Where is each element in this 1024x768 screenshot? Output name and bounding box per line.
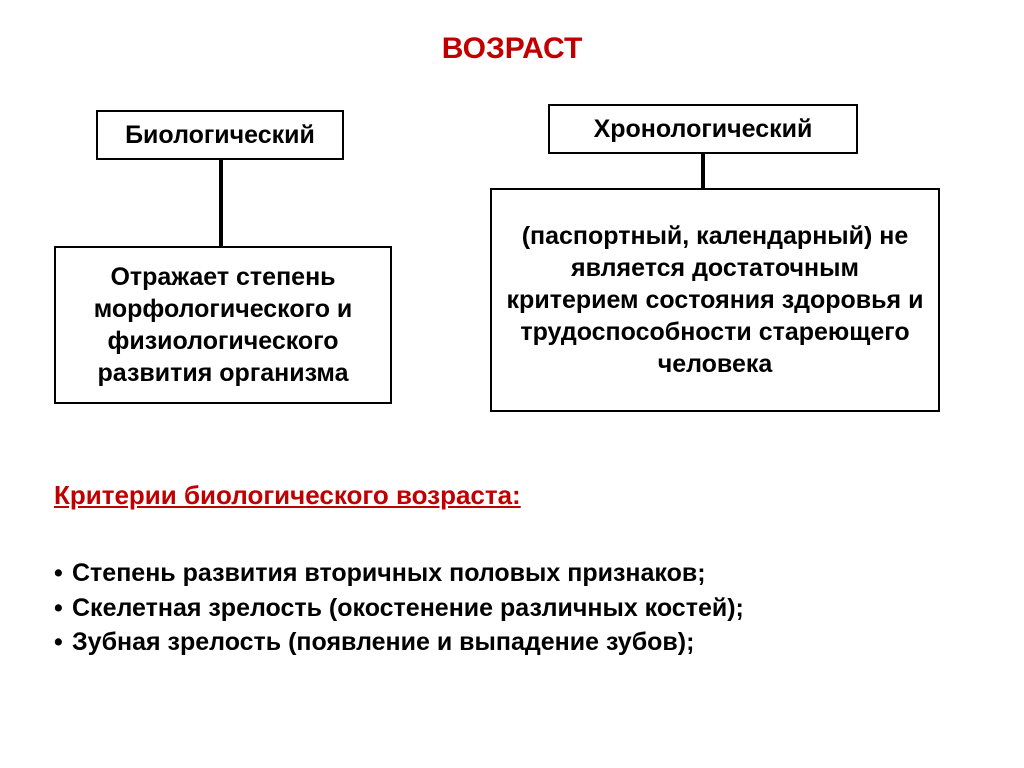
bio-header-box: Биологический: [96, 110, 344, 160]
chrono-desc-box: (паспортный, календарный) не является до…: [490, 188, 940, 412]
chrono-desc-text: (паспортный, календарный) не является до…: [502, 220, 928, 380]
chrono-header-text: Хронологический: [594, 115, 813, 144]
criteria-item: Скелетная зрелость (окостенение различны…: [54, 591, 744, 626]
bio-header-text: Биологический: [125, 121, 315, 150]
page-title: ВОЗРАСТ: [0, 32, 1024, 66]
criteria-item: Степень развития вторичных половых призн…: [54, 556, 744, 591]
criteria-title: Критерии биологического возраста:: [54, 480, 521, 511]
bio-desc-text: Отражает степень морфологического и физи…: [66, 261, 380, 389]
criteria-list: Степень развития вторичных половых призн…: [54, 556, 744, 660]
bio-connector: [219, 160, 223, 246]
bio-desc-box: Отражает степень морфологического и физи…: [54, 246, 392, 404]
criteria-item: Зубная зрелость (появление и выпадение з…: [54, 625, 744, 660]
chrono-header-box: Хронологический: [548, 104, 858, 154]
chrono-connector: [701, 154, 705, 188]
